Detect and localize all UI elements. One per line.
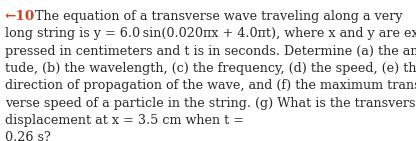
Text: long string is ​y​ = 6.0 sin(0.020πx + 4.0πt), where x and y are ex-: long string is ​y​ = 6.0 sin(0.020πx + 4…	[5, 27, 416, 40]
Text: pressed in centimeters and t is in seconds. Determine (a) the ampli-: pressed in centimeters and t is in secon…	[5, 45, 416, 58]
Text: displacement at x = 3.5 cm when t =: displacement at x = 3.5 cm when t =	[5, 114, 244, 127]
Text: The equation of a transverse wave traveling along a very: The equation of a transverse wave travel…	[35, 10, 403, 23]
Text: direction of propagation of the wave, and (f) the maximum trans-: direction of propagation of the wave, an…	[5, 79, 416, 92]
Text: ←10: ←10	[5, 10, 35, 23]
Text: 0.26 s?: 0.26 s?	[5, 131, 51, 141]
Text: verse speed of a particle in the string. (g) What is the transverse: verse speed of a particle in the string.…	[5, 97, 416, 110]
Text: tude, (b) the wavelength, (c) the frequency, (d) the speed, (e) the: tude, (b) the wavelength, (c) the freque…	[5, 62, 416, 75]
